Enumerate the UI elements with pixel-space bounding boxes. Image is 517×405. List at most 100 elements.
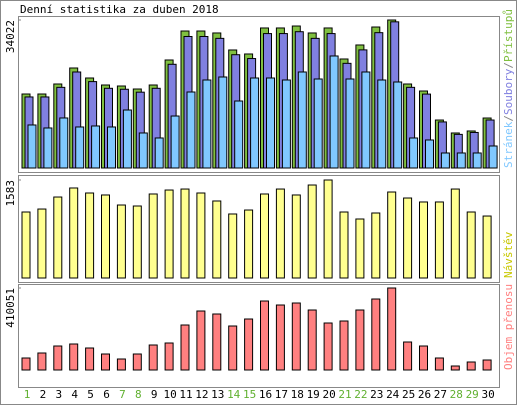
bar bbox=[387, 287, 397, 371]
bar bbox=[297, 71, 307, 169]
x-tick-label: 25 bbox=[402, 388, 415, 401]
bar bbox=[202, 79, 212, 169]
bar bbox=[164, 342, 174, 371]
x-tick-label: 23 bbox=[370, 388, 383, 401]
bar bbox=[329, 55, 339, 169]
bar bbox=[148, 344, 158, 371]
bar bbox=[250, 77, 260, 169]
x-tick-label: 6 bbox=[103, 388, 110, 401]
panel bbox=[18, 284, 500, 388]
legend-entry: Přístupů bbox=[502, 9, 515, 62]
x-tick-label: 18 bbox=[291, 388, 304, 401]
bar bbox=[180, 188, 190, 279]
x-tick-label: 1 bbox=[24, 388, 31, 401]
bar bbox=[307, 184, 317, 279]
x-tick-label: 22 bbox=[354, 388, 367, 401]
bar bbox=[132, 353, 142, 371]
bar bbox=[59, 117, 69, 169]
bar bbox=[116, 204, 126, 279]
bar bbox=[75, 126, 85, 169]
bar bbox=[260, 193, 269, 279]
bar bbox=[53, 345, 63, 371]
bar bbox=[164, 189, 174, 279]
x-tick-label: 11 bbox=[179, 388, 192, 401]
bar bbox=[307, 309, 317, 371]
x-tick-label: 4 bbox=[71, 388, 78, 401]
x-tick-label: 7 bbox=[119, 388, 126, 401]
bar bbox=[228, 213, 238, 279]
y-tick-label: 410051 bbox=[4, 288, 17, 328]
bar bbox=[37, 208, 47, 279]
bar bbox=[244, 209, 254, 279]
bar bbox=[339, 320, 349, 371]
x-tick-label: 2 bbox=[40, 388, 47, 401]
legend-separator: / bbox=[502, 62, 515, 69]
bar bbox=[218, 76, 228, 169]
bar bbox=[403, 197, 413, 279]
bar bbox=[466, 211, 476, 279]
bar bbox=[154, 137, 164, 169]
legend-entry: Soubory bbox=[502, 68, 515, 115]
bar bbox=[69, 187, 79, 279]
x-tick-label: 19 bbox=[307, 388, 320, 401]
y-tick-label: 34022 bbox=[4, 20, 17, 53]
bar bbox=[409, 137, 419, 169]
bar bbox=[275, 304, 285, 371]
bar bbox=[377, 79, 387, 169]
bar bbox=[355, 309, 365, 371]
x-tick-label: 30 bbox=[481, 388, 494, 401]
bar bbox=[419, 345, 428, 371]
x-tick-label: 10 bbox=[163, 388, 176, 401]
bar bbox=[345, 78, 355, 169]
bar bbox=[91, 125, 101, 169]
bar bbox=[228, 325, 238, 371]
x-tick-label: 8 bbox=[135, 388, 142, 401]
bar bbox=[371, 298, 381, 371]
bar bbox=[466, 361, 476, 371]
bar bbox=[138, 132, 148, 169]
x-tick-label: 24 bbox=[386, 388, 400, 401]
legend: Návštěv bbox=[502, 231, 515, 278]
bar bbox=[472, 152, 482, 169]
bar bbox=[355, 218, 365, 279]
bar bbox=[371, 212, 381, 279]
bar bbox=[186, 91, 196, 169]
legend-separator: / bbox=[502, 115, 515, 122]
bar bbox=[170, 115, 180, 169]
bar bbox=[21, 211, 31, 279]
bar bbox=[107, 126, 116, 169]
legend-entry: Stránek bbox=[502, 121, 515, 168]
bar bbox=[85, 192, 95, 279]
bar bbox=[244, 318, 254, 371]
legend-entry: Návštěv bbox=[502, 231, 515, 278]
bar bbox=[212, 313, 222, 371]
bar bbox=[456, 152, 466, 169]
x-tick-label: 5 bbox=[87, 388, 94, 401]
bar bbox=[440, 152, 450, 169]
bar bbox=[403, 341, 413, 371]
bar bbox=[434, 357, 444, 371]
bar bbox=[425, 139, 434, 169]
bar bbox=[361, 71, 371, 169]
bar bbox=[482, 359, 492, 371]
x-tick-label: 14 bbox=[227, 388, 241, 401]
bar bbox=[43, 127, 53, 169]
bar bbox=[488, 145, 498, 169]
bar bbox=[101, 353, 110, 371]
x-tick-label: 28 bbox=[450, 388, 463, 401]
bar bbox=[132, 205, 142, 279]
bar bbox=[116, 358, 126, 371]
chart-title: Denní statistika za duben 2018 bbox=[20, 3, 219, 16]
bar bbox=[180, 324, 190, 371]
x-tick-label: 20 bbox=[322, 388, 335, 401]
bar bbox=[85, 347, 95, 371]
bar bbox=[27, 124, 37, 169]
legend: Objem přenosu bbox=[502, 284, 515, 370]
legend-entry: Objem přenosu bbox=[502, 284, 515, 370]
bar bbox=[148, 193, 158, 279]
bar bbox=[196, 192, 206, 279]
bar bbox=[21, 357, 31, 371]
bar bbox=[434, 201, 444, 279]
bar bbox=[323, 179, 333, 279]
